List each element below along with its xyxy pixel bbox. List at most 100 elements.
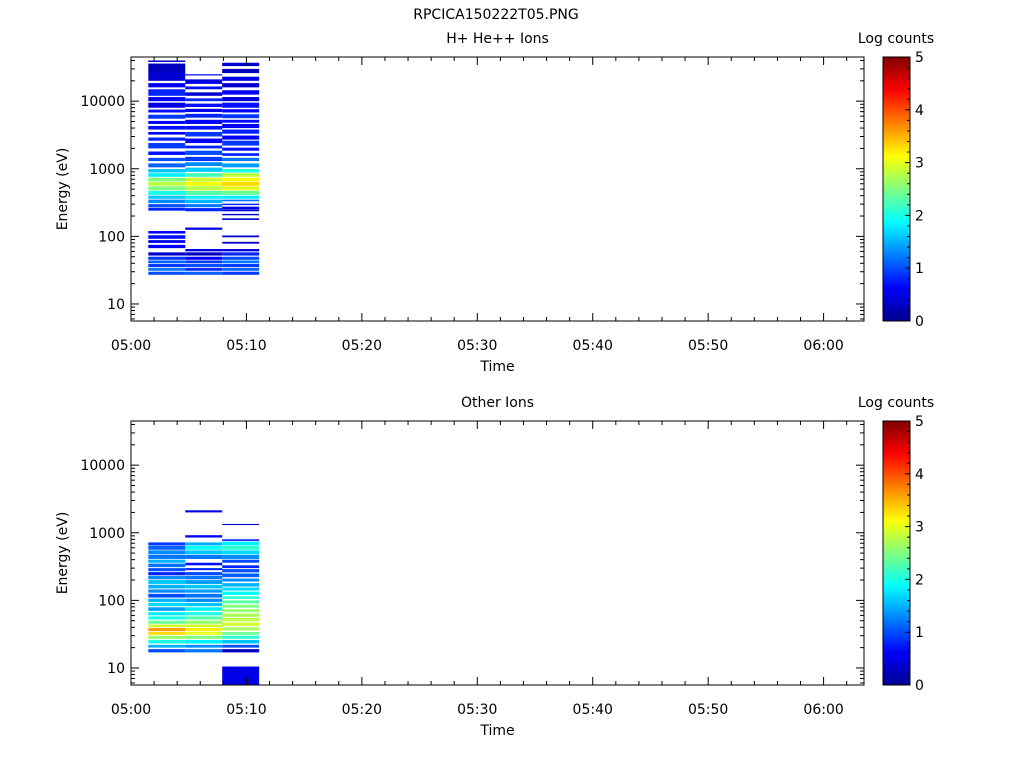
heatmap-cell xyxy=(185,125,223,130)
x-axis-label: Time xyxy=(479,723,514,739)
heatmap-cell xyxy=(185,113,223,118)
heatmap-cell xyxy=(185,98,223,102)
heatmap-cell xyxy=(222,550,260,555)
heatmap-cell xyxy=(148,63,186,72)
heatmap-cell xyxy=(222,76,260,81)
heatmap-cell xyxy=(148,114,186,119)
heatmap-cell xyxy=(222,241,260,244)
heatmap-cell xyxy=(222,147,260,151)
x-tick-label: 05:10 xyxy=(226,702,266,718)
heatmap-cell xyxy=(185,195,223,199)
heatmap-cell xyxy=(148,186,186,191)
heatmap-cell xyxy=(222,587,260,591)
heatmap-cell xyxy=(148,580,186,584)
heatmap-cell xyxy=(148,120,186,124)
heatmap-cell xyxy=(148,169,186,173)
heatmap-cell xyxy=(148,173,186,177)
colorbar-tick-label: 0 xyxy=(915,314,924,330)
heatmap-cell xyxy=(148,199,186,204)
heatmap-cell xyxy=(148,109,186,113)
heatmap-cell xyxy=(222,554,260,559)
x-tick-label: 06:00 xyxy=(803,338,843,354)
heatmap-cell xyxy=(185,252,223,256)
heatmap-cell xyxy=(222,68,260,74)
heatmap-cell xyxy=(148,644,186,648)
heatmap-cell xyxy=(222,622,260,626)
heatmap-cell xyxy=(222,604,260,608)
heatmap-cell xyxy=(222,559,260,563)
y-tick-label: 100 xyxy=(98,229,125,245)
heatmap-cell xyxy=(222,260,260,264)
heatmap-cell xyxy=(148,89,186,96)
colorbar-tick-label: 2 xyxy=(915,208,924,224)
heatmap-cell xyxy=(148,264,186,268)
heatmap-cell xyxy=(222,129,260,134)
heatmap-cell xyxy=(185,575,223,580)
heatmap-cell xyxy=(222,153,260,156)
colorbar-tick-label: 1 xyxy=(915,625,924,641)
heatmap-cell xyxy=(222,644,260,648)
heatmap-cell xyxy=(148,559,186,563)
heatmap-cell xyxy=(148,204,186,208)
heatmap-cell xyxy=(148,125,186,130)
heatmap-cell xyxy=(222,635,260,639)
heatmap-cell xyxy=(185,542,223,546)
colorbar xyxy=(882,56,911,322)
x-tick-label: 05:50 xyxy=(688,702,728,718)
x-tick-label: 05:00 xyxy=(111,702,151,718)
heatmap-cell xyxy=(185,190,223,195)
y-tick-label: 1000 xyxy=(89,526,125,542)
heatmap-cell xyxy=(222,632,260,635)
heatmap-cell xyxy=(222,135,260,140)
heatmap-cell xyxy=(222,83,260,88)
heatmap-cell xyxy=(222,177,260,182)
heatmap-cell xyxy=(222,203,260,206)
colorbar-tick-label: 5 xyxy=(915,414,924,430)
heatmap-cell xyxy=(222,190,260,195)
heatmap-cell xyxy=(148,163,186,168)
heatmap-cell xyxy=(148,131,186,135)
heatmap-cell xyxy=(185,607,223,611)
heatmap-cell xyxy=(185,199,223,204)
heatmap-cell xyxy=(185,589,223,593)
heatmap-cell xyxy=(148,563,186,568)
heatmap-cell xyxy=(222,209,260,212)
heatmap-cell xyxy=(222,649,260,653)
heatmap-cell xyxy=(222,235,260,238)
heatmap-cell xyxy=(185,545,223,550)
heatmap-cell xyxy=(222,565,260,569)
heatmap-cell xyxy=(222,541,260,546)
heatmap-cell xyxy=(185,644,223,648)
heatmap-cell xyxy=(185,649,223,653)
heatmap-cell xyxy=(148,72,186,81)
x-tick-label: 05:00 xyxy=(111,338,151,354)
heatmap-cell xyxy=(185,639,223,644)
heatmap-cell xyxy=(185,162,223,166)
heatmap-cell xyxy=(148,550,186,555)
x-tick-label: 05:40 xyxy=(573,702,613,718)
heatmap-cell xyxy=(185,249,223,252)
heatmap-cell xyxy=(185,156,223,162)
heatmap-cell xyxy=(222,252,260,256)
colorbar-tick-label: 2 xyxy=(915,572,924,588)
colorbar-tick-label: 3 xyxy=(915,156,924,172)
heatmap-cell xyxy=(222,600,260,604)
heatmap-cell xyxy=(185,593,223,598)
heatmap-cell xyxy=(222,163,260,168)
heatmap-cell xyxy=(185,79,223,84)
heatmap-cell xyxy=(185,145,223,149)
heatmap-cell xyxy=(222,169,260,173)
heatmap-cell xyxy=(185,624,223,628)
heatmap-cell xyxy=(148,151,186,155)
heatmap-cell xyxy=(222,123,260,129)
heatmap-cell xyxy=(185,584,223,589)
heatmap-cell xyxy=(185,602,223,607)
heatmap-cell xyxy=(222,109,260,113)
heatmap-cell xyxy=(222,264,260,268)
heatmap-cell xyxy=(222,114,260,119)
heatmap-cell xyxy=(185,260,223,264)
heatmap-cell xyxy=(185,264,223,268)
heatmap-cell xyxy=(148,231,186,234)
heatmap-cell xyxy=(222,627,260,631)
x-tick-label: 05:40 xyxy=(573,338,613,354)
